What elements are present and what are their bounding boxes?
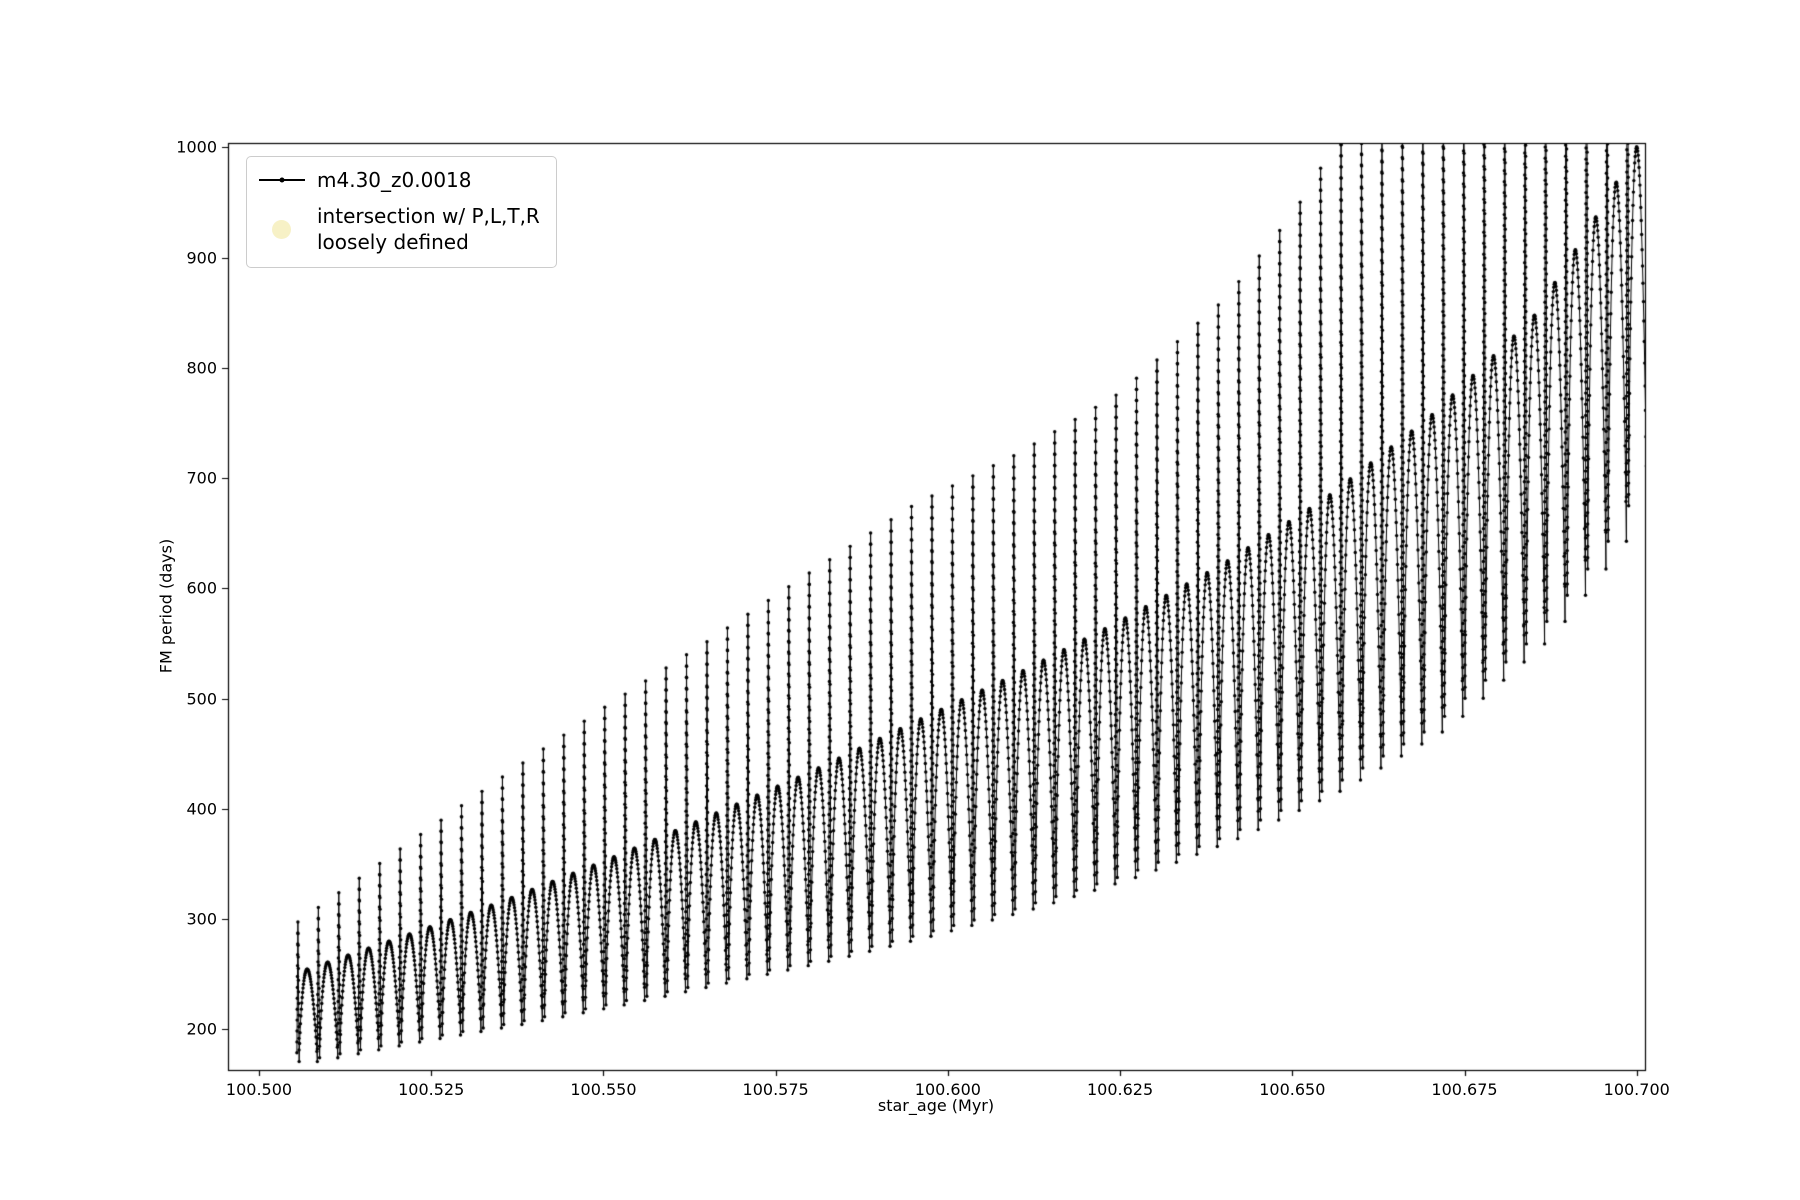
legend-entry-series: m4.30_z0.0018 bbox=[259, 167, 540, 193]
y-tick-label: 400 bbox=[186, 799, 217, 819]
legend-intersection-label-line1: intersection w/ P,L,T,R bbox=[317, 204, 540, 228]
y-tick-label: 900 bbox=[186, 248, 217, 268]
x-tick-label: 100.625 bbox=[1086, 1080, 1154, 1099]
legend-intersection-label: intersection w/ P,L,T,R loosely defined bbox=[317, 203, 540, 255]
legend-entry-intersection: intersection w/ P,L,T,R loosely defined bbox=[259, 203, 540, 255]
y-tick-label: 700 bbox=[186, 468, 217, 488]
legend-series-label: m4.30_z0.0018 bbox=[317, 168, 472, 192]
x-tick-label: 100.700 bbox=[1603, 1080, 1670, 1099]
x-tick-label: 100.600 bbox=[914, 1080, 981, 1099]
y-tick-label: 600 bbox=[186, 578, 217, 598]
x-tick-label: 100.550 bbox=[570, 1080, 637, 1099]
y-tick-label: 300 bbox=[186, 909, 217, 929]
y-tick-label: 1000 bbox=[176, 137, 217, 157]
line-marker-icon bbox=[259, 177, 305, 183]
legend: m4.30_z0.0018 intersection w/ P,L,T,R lo… bbox=[246, 156, 557, 268]
x-tick-label: 100.575 bbox=[742, 1080, 809, 1099]
x-tick-label: 100.650 bbox=[1259, 1080, 1326, 1099]
y-tick-label: 200 bbox=[186, 1019, 217, 1039]
x-axis-label: star_age (Myr) bbox=[877, 1096, 995, 1115]
x-tick-label: 100.525 bbox=[398, 1080, 465, 1099]
y-tick-label: 800 bbox=[186, 358, 217, 378]
point-marker-icon bbox=[279, 177, 285, 183]
y-axis-label: FM period (days) bbox=[156, 538, 176, 674]
x-tick-label: 100.675 bbox=[1431, 1080, 1498, 1099]
legend-intersection-marker bbox=[272, 219, 291, 239]
y-tick-label: 500 bbox=[186, 689, 217, 709]
legend-intersection-label-line2: loosely defined bbox=[317, 230, 469, 254]
x-tick-label: 100.500 bbox=[225, 1080, 293, 1099]
